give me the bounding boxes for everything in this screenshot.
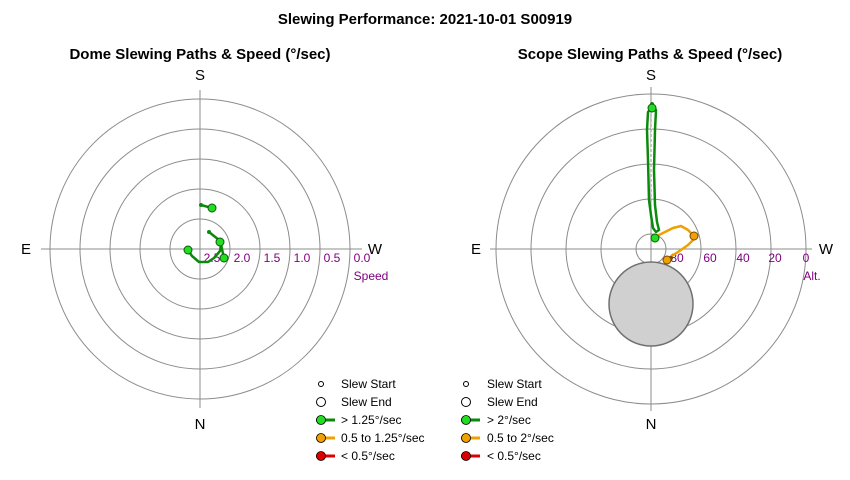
scope-rings <box>490 87 812 411</box>
dome-axis-name: Speed <box>354 269 389 283</box>
dome-subtitle: Dome Slewing Paths & Speed (°/sec) <box>69 46 330 63</box>
legend-end-marker <box>461 397 471 407</box>
scope-path-1 <box>645 105 661 234</box>
dome-end-marker <box>183 245 193 255</box>
legend-slow-marker <box>461 451 471 461</box>
dome-paths <box>183 203 229 264</box>
legend-label: > 2°/sec <box>487 413 531 427</box>
scope-tick-label: 60 <box>703 251 717 265</box>
dome-start-marker <box>199 203 203 207</box>
legend-start-marker <box>318 381 324 387</box>
dome-tick-labels: 2.5 2.0 1.5 1.0 0.5 0.0 Speed <box>204 251 389 283</box>
scope-path-1-dashes <box>650 111 656 227</box>
legend-label: < 0.5°/sec <box>487 449 541 463</box>
scope-axis-name: Alt. <box>803 269 820 283</box>
legend-fast-marker <box>461 415 471 425</box>
legend-medium-marker <box>316 433 326 443</box>
legend-slow-marker <box>316 451 326 461</box>
dome-end-marker <box>219 253 229 263</box>
dome-tick-label: 2.0 <box>234 251 251 265</box>
dome-legend: Slew Start Slew End > 1.25°/sec 0.5 to 1… <box>316 377 425 463</box>
dome-end-marker <box>215 237 225 247</box>
legend-label: Slew Start <box>487 377 542 391</box>
dome-rings <box>41 90 362 408</box>
scope-compass-bottom: N <box>646 416 657 433</box>
dome-tick-label: 1.5 <box>264 251 281 265</box>
dome-compass-bottom: N <box>195 416 206 433</box>
dome-tick-label: 1.0 <box>294 251 311 265</box>
scope-compass-right: W <box>819 241 834 258</box>
scope-tick-labels: 80 60 40 20 0 Alt. <box>670 251 820 283</box>
legend-start-marker <box>463 381 469 387</box>
dome-start-marker <box>207 230 211 234</box>
scope-end-marker <box>689 231 699 241</box>
dome-compass-top: S <box>195 67 205 84</box>
dome-panel: Dome Slewing Paths & Speed (°/sec) S N E… <box>21 46 425 463</box>
legend-label: Slew End <box>341 395 392 409</box>
legend-label: < 0.5°/sec <box>341 449 395 463</box>
scope-compass-left: E <box>471 241 481 258</box>
legend-fast-marker <box>316 415 326 425</box>
legend-label: 0.5 to 1.25°/sec <box>341 431 425 445</box>
legend-medium-marker <box>461 433 471 443</box>
figure-title: Slewing Performance: 2021-10-01 S00919 <box>278 11 572 28</box>
scope-legend: Slew Start Slew End > 2°/sec 0.5 to 2°/s… <box>461 377 554 463</box>
scope-paths <box>645 102 699 265</box>
scope-path-2 <box>656 224 695 238</box>
scope-panel: Scope Slewing Paths & Speed (°/sec) S N … <box>461 46 834 463</box>
legend-label: Slew Start <box>341 377 396 391</box>
dome-compass-left: E <box>21 241 31 258</box>
scope-tick-label: 20 <box>768 251 782 265</box>
legend-end-marker <box>316 397 326 407</box>
scope-end-marker <box>662 255 672 265</box>
scope-compass-top: S <box>646 67 656 84</box>
scope-end-marker <box>647 103 657 113</box>
scope-zenith-blocker <box>608 261 694 347</box>
dome-end-marker <box>207 203 217 213</box>
legend-label: 0.5 to 2°/sec <box>487 431 554 445</box>
scope-tick-label: 40 <box>736 251 750 265</box>
dome-tick-label: 0.5 <box>324 251 341 265</box>
legend-label: > 1.25°/sec <box>341 413 402 427</box>
dome-compass-right: W <box>368 241 383 258</box>
scope-end-marker <box>650 233 660 243</box>
dome-tick-label: 0.0 <box>354 251 371 265</box>
scope-tick-label: 0 <box>803 251 810 265</box>
scope-subtitle: Scope Slewing Paths & Speed (°/sec) <box>518 46 782 63</box>
legend-label: Slew End <box>487 395 538 409</box>
